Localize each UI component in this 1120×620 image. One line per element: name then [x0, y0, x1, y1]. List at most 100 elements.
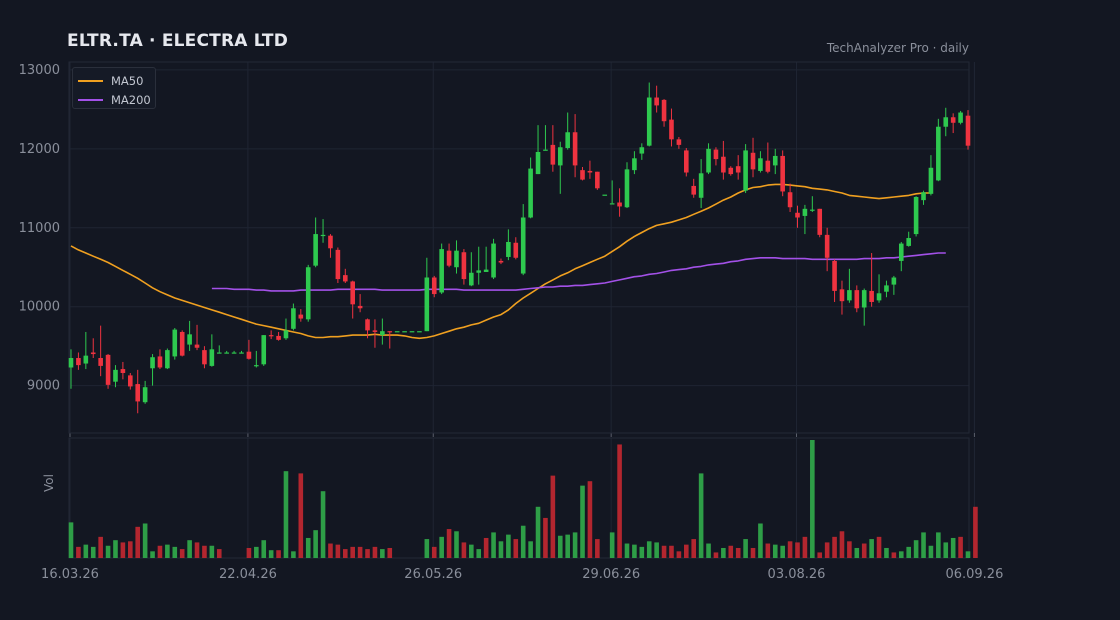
candle-up: [802, 208, 808, 216]
candle-up: [313, 234, 318, 266]
candle-up: [187, 334, 192, 345]
candle-down: [691, 185, 697, 195]
moving-average-lines: [70, 183, 946, 340]
candle-down: [431, 277, 437, 295]
candle-up: [483, 269, 489, 272]
volume-bar: [387, 547, 393, 558]
candle-down: [357, 305, 363, 309]
volume-bar: [157, 545, 163, 558]
volume-bar: [698, 473, 704, 558]
candle-up: [231, 352, 237, 354]
candle-down: [135, 384, 141, 402]
candle-up: [216, 352, 222, 354]
candle-up: [469, 272, 474, 286]
candle-up: [646, 97, 652, 146]
candle-down: [617, 202, 622, 207]
candle-down: [735, 166, 741, 173]
volume-bar: [113, 540, 118, 558]
candle-up: [320, 234, 326, 237]
candle-down: [550, 144, 556, 165]
volume-bar: [772, 544, 778, 558]
ma200-swatch: [78, 98, 103, 101]
candle-down: [98, 358, 103, 366]
x-tick-label: 29.06.26: [582, 567, 640, 582]
candle-up: [150, 357, 155, 369]
volume-bar: [869, 539, 874, 558]
volume-bar: [580, 485, 585, 558]
candle-up: [68, 358, 74, 368]
volume-bar: [268, 550, 274, 558]
candle-down: [298, 314, 304, 319]
volume-bar: [810, 440, 815, 558]
candle-down: [328, 235, 333, 249]
volume-bar: [254, 546, 259, 558]
candle-down: [387, 331, 393, 333]
volume-bar: [891, 552, 897, 558]
candle-down: [661, 99, 667, 122]
volume-bar: [298, 473, 304, 558]
legend-label-ma200: MA200: [111, 92, 151, 107]
volume-bar: [765, 543, 771, 558]
candle-up: [898, 243, 904, 261]
volume-bar: [609, 532, 615, 558]
candle-down: [90, 352, 96, 355]
candle-down: [335, 249, 341, 280]
volume-bar: [98, 536, 103, 558]
candle-down: [750, 152, 756, 170]
candle-down: [869, 290, 874, 302]
candle-down: [580, 170, 585, 180]
candle-up: [535, 151, 541, 175]
volume-bar: [817, 552, 823, 558]
volume-bar: [105, 545, 111, 558]
legend: MA50 MA200: [72, 67, 156, 109]
volume-bar: [246, 547, 252, 558]
volume-bar: [795, 542, 800, 558]
volume-bar: [572, 532, 578, 558]
candle-up: [758, 158, 763, 171]
candle-up: [706, 148, 711, 173]
candle-up: [402, 331, 407, 333]
candle-up: [557, 147, 563, 166]
candle-down: [342, 275, 348, 282]
ma200-line: [211, 252, 946, 292]
volume-bar: [142, 523, 148, 558]
candle-down: [787, 192, 793, 208]
volume-bars: [68, 440, 978, 558]
volume-bar: [780, 545, 785, 558]
candle-down: [128, 375, 133, 387]
volume-bar: [454, 531, 459, 558]
candle-down: [587, 170, 593, 173]
candlesticks: [68, 82, 971, 414]
volume-bar: [950, 537, 956, 558]
candle-up: [380, 331, 385, 336]
axis-labels: 9000 10000 11000 12000 13000 16.03.26 22.04.26…: [19, 63, 1004, 582]
candle-down: [683, 150, 689, 173]
candle-down: [721, 156, 726, 173]
volume-bar: [476, 549, 482, 558]
volume-bar: [342, 549, 348, 558]
volume-bar: [491, 532, 496, 558]
volume-bar: [921, 532, 926, 558]
candle-up: [921, 192, 926, 201]
candle-down: [365, 319, 370, 331]
volume-bar: [735, 547, 741, 558]
volume-bar: [913, 540, 919, 558]
volume-bar: [320, 491, 326, 558]
candle-up: [913, 196, 919, 235]
volume-bar: [513, 539, 519, 558]
candle-up: [565, 132, 570, 149]
volume-bar: [543, 517, 548, 558]
candle-up: [424, 277, 430, 332]
volume-bar: [357, 546, 363, 558]
volume-bar: [90, 546, 96, 558]
volume-bar: [439, 536, 444, 558]
volume-bar: [305, 537, 311, 558]
candle-up: [394, 331, 400, 333]
candle-down: [498, 260, 504, 263]
volume-bar: [557, 535, 563, 558]
candle-up: [439, 249, 444, 293]
volume-bar: [335, 544, 341, 558]
candle-up: [958, 112, 963, 123]
volume-bar: [758, 523, 763, 558]
